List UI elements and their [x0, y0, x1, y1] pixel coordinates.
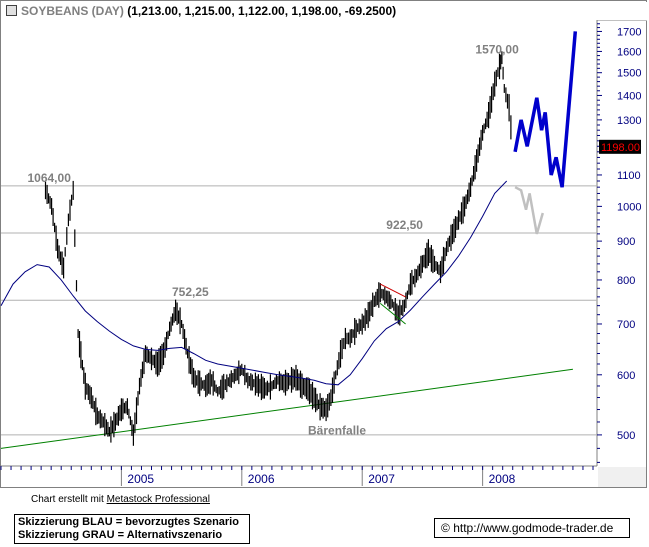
y-tick-label: 1400: [617, 90, 641, 102]
support-trendline: [0, 368, 573, 449]
level-label-3: 1570,00: [475, 43, 519, 57]
level-label-1: 752,25: [172, 285, 209, 299]
y-tick-label: 700: [617, 319, 635, 331]
y-tick-label: 1700: [617, 26, 641, 38]
last-price-label: 1198.00: [601, 142, 640, 154]
last-price-box: [599, 139, 641, 154]
price-bars: [44, 51, 512, 446]
ohlc-values: (1,213.00, 1,215.00, 1,122.00, 1,198.00,…: [127, 4, 397, 18]
legend-blue-scenario: Skizzierung BLAU = bevorzugtes Szenario: [18, 516, 239, 528]
x-tick-label: 2007: [368, 472, 395, 486]
plot-area: [1, 20, 597, 466]
pattern-line-1: [379, 303, 406, 325]
moving-average-line: [0, 180, 508, 386]
x-tick-label: 2008: [489, 472, 516, 486]
level-label-0: 1064,00: [27, 171, 71, 185]
scenario-legend: Skizzierung BLAU = bevorzugtes Szenario …: [14, 514, 250, 544]
grey-scenario-line: [514, 186, 545, 235]
copyright-icon: ©: [441, 521, 450, 535]
axis-corner: [598, 467, 646, 487]
copyright-notice: © http://www.godmode-trader.de: [434, 518, 630, 538]
y-tick-label: 1300: [617, 115, 641, 127]
x-tick-label: 2005: [127, 472, 154, 486]
price-chart: 1064,00 752,25 922,50 1570,00 Bärenfalle 500 6…: [0, 20, 646, 487]
blue-scenario-line: [513, 31, 578, 188]
x-tick-label: 2006: [248, 472, 275, 486]
chart-symbol: SOYBEANS (DAY): [21, 4, 124, 18]
chart-credit: Chart erstellt mit Metastock Professiona…: [31, 494, 210, 505]
credit-prefix: Chart erstellt mit: [31, 494, 104, 505]
y-tick-label: 900: [617, 236, 635, 248]
metastock-link[interactable]: Metastock Professional: [106, 494, 210, 505]
y-tick-label: 1000: [617, 201, 641, 213]
copyright-url[interactable]: http://www.godmode-trader.de: [453, 521, 614, 535]
y-tick-label: 600: [617, 370, 635, 382]
level-label-2: 922,50: [386, 218, 423, 232]
legend-grey-scenario: Skizzierung GRAU = Alternativszenario: [18, 529, 223, 541]
level-label-4: Bärenfalle: [308, 424, 366, 438]
window-menu-icon[interactable]: [6, 5, 17, 16]
y-tick-label: 1100: [617, 170, 641, 182]
y-tick-label: 1500: [617, 68, 641, 80]
pattern-line-0: [380, 283, 406, 298]
y-tick-label: 500: [617, 430, 635, 442]
y-tick-label: 800: [617, 275, 635, 287]
y-tick-label: 1600: [617, 46, 641, 58]
